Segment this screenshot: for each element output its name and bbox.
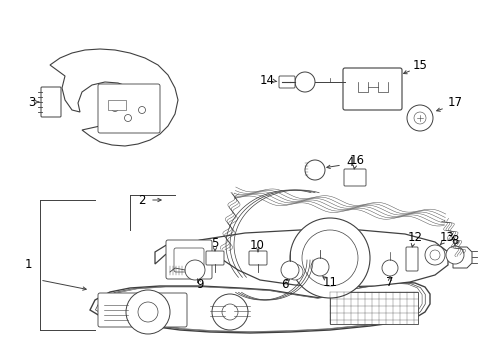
Text: 15: 15 — [412, 59, 427, 72]
Bar — [329, 292, 417, 324]
FancyBboxPatch shape — [165, 240, 212, 279]
Polygon shape — [155, 230, 447, 287]
Circle shape — [281, 261, 298, 279]
Polygon shape — [50, 49, 178, 146]
Polygon shape — [452, 247, 471, 268]
Text: 6: 6 — [281, 279, 288, 292]
Polygon shape — [99, 283, 421, 332]
Circle shape — [381, 260, 397, 276]
Text: 2: 2 — [138, 194, 145, 207]
Circle shape — [286, 264, 303, 280]
Circle shape — [138, 302, 158, 322]
Text: 11: 11 — [322, 275, 337, 288]
Circle shape — [294, 72, 314, 92]
Circle shape — [413, 112, 425, 124]
Bar — [108, 100, 126, 110]
FancyBboxPatch shape — [279, 76, 294, 88]
Text: 5: 5 — [211, 237, 218, 249]
FancyBboxPatch shape — [248, 251, 266, 265]
Circle shape — [289, 218, 369, 298]
Text: 10: 10 — [249, 239, 264, 252]
Text: 13: 13 — [439, 230, 453, 243]
Polygon shape — [90, 282, 429, 333]
Circle shape — [124, 114, 131, 122]
Circle shape — [138, 107, 145, 113]
Circle shape — [212, 294, 247, 330]
FancyBboxPatch shape — [98, 293, 186, 327]
Text: 9: 9 — [196, 279, 203, 292]
Text: 16: 16 — [349, 153, 364, 166]
Polygon shape — [95, 283, 425, 332]
FancyBboxPatch shape — [174, 248, 203, 272]
Text: 14: 14 — [259, 73, 274, 86]
Text: 12: 12 — [407, 230, 422, 243]
Text: 3: 3 — [28, 95, 36, 108]
Text: 4: 4 — [346, 156, 353, 168]
Circle shape — [424, 245, 444, 265]
Circle shape — [184, 260, 204, 280]
FancyBboxPatch shape — [41, 87, 61, 117]
Circle shape — [445, 246, 463, 264]
Circle shape — [310, 258, 328, 276]
Text: 1: 1 — [24, 257, 32, 270]
FancyBboxPatch shape — [205, 251, 224, 265]
FancyBboxPatch shape — [98, 84, 160, 133]
Circle shape — [302, 230, 357, 286]
Circle shape — [305, 160, 325, 180]
Text: 8: 8 — [450, 234, 458, 247]
Circle shape — [222, 304, 238, 320]
Circle shape — [429, 250, 439, 260]
Text: 17: 17 — [447, 95, 462, 108]
Circle shape — [111, 104, 118, 112]
Circle shape — [126, 290, 170, 334]
Text: 7: 7 — [386, 276, 393, 289]
FancyBboxPatch shape — [342, 68, 401, 110]
Circle shape — [406, 105, 432, 131]
FancyBboxPatch shape — [405, 247, 417, 271]
FancyBboxPatch shape — [343, 169, 365, 186]
